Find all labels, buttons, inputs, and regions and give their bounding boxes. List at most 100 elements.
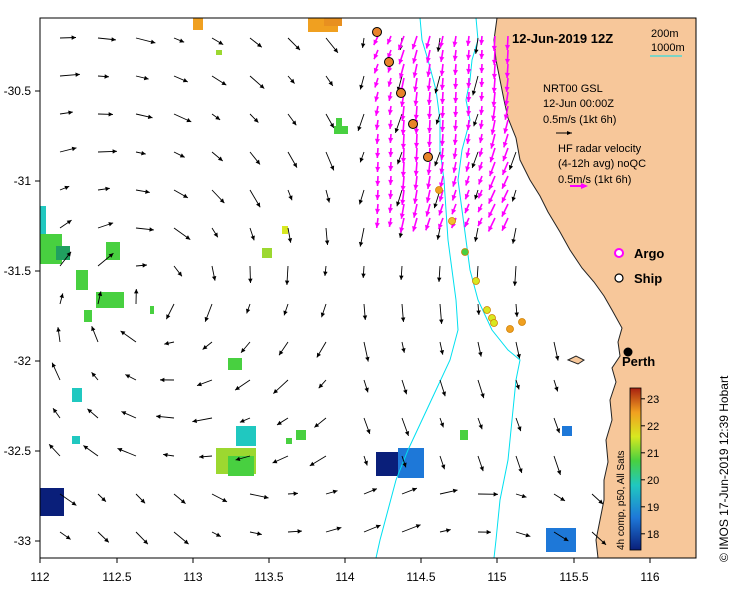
model-current-arrow-head [293, 491, 298, 496]
model-current-arrow-head [246, 308, 251, 314]
model-current-arrow-head [328, 81, 333, 86]
hf-radar-arrow-head [504, 58, 511, 64]
model-current-arrow-head [402, 462, 407, 468]
contour-1000m [375, 18, 459, 558]
argo-legend-label: Argo [634, 246, 664, 261]
hf-radar-arrow-head [387, 109, 393, 115]
model-current-arrow-head [361, 273, 366, 278]
sst-patch [40, 206, 46, 246]
x-tick-label: 112.5 [102, 570, 131, 584]
model-current-arrow-head [71, 501, 77, 506]
model-current-arrow-head [318, 383, 324, 389]
sst-patch [106, 242, 120, 260]
model-current-arrow-head [143, 539, 148, 545]
hf-radar-arrow-head [426, 169, 432, 175]
hf-radar-arrow-head [478, 192, 483, 199]
hf-radar-arrow-head [388, 165, 394, 171]
model-current-arrow-head [204, 316, 209, 322]
model-current-arrow-head [218, 40, 224, 45]
hf-radar-arrow-head [413, 114, 419, 120]
hf-radar-arrow-head [453, 83, 459, 89]
hf-radar-arrow-head [425, 57, 431, 63]
perth-label: Perth [622, 354, 655, 369]
model-current-arrow-head [324, 240, 330, 245]
model-current-arrow-head [516, 353, 521, 359]
hf-radar-arrow-head [479, 95, 485, 101]
model-current-arrow-head [120, 330, 126, 336]
model-current-arrow-head [156, 414, 161, 419]
hf-radar-arrow-head [440, 112, 446, 118]
model-current-arrow-head [436, 47, 441, 52]
hf-radar-arrow-head [400, 129, 406, 135]
hf-radar-arrow-head [426, 85, 432, 91]
hf-radar-arrow-head [373, 67, 379, 74]
hf-radar-arrow-head [439, 56, 445, 62]
hf-radar-arrow-head [399, 101, 405, 107]
model-current-arrow-head [314, 422, 320, 428]
model-current-arrow-head [277, 420, 282, 425]
model-current-arrow-head [108, 222, 114, 227]
ship-point [423, 152, 433, 162]
hf-radar-arrow-head [400, 143, 406, 149]
model-current-arrow-head [511, 238, 516, 244]
hf-radar-arrow-head [501, 211, 507, 217]
model-current-arrow-head [320, 312, 326, 318]
sst-patch [40, 488, 64, 516]
hf-radar-arrow-head [398, 44, 403, 51]
model-current-arrow-head [259, 83, 265, 89]
model-current-arrow-head [284, 280, 290, 285]
model-current-arrow-head [434, 88, 439, 94]
model-current-arrow-head [323, 271, 328, 276]
sst-patch [460, 430, 468, 440]
hf-radar-arrow-head [491, 59, 498, 65]
y-tick-label: -30.5 [4, 84, 32, 98]
drifter-point [461, 248, 469, 256]
model-current-arrow-head [333, 47, 338, 53]
hf-radar-arrow-head [465, 166, 471, 172]
colorbar-ticks: 18 19 20 21 22 23 [641, 394, 659, 541]
sst-patch [236, 426, 256, 446]
model-current-arrow-head [288, 195, 293, 201]
model-current-arrow-head [51, 362, 56, 368]
model-current-arrow-head [525, 533, 531, 538]
ship-point [384, 57, 394, 67]
model-current-arrow-head [180, 499, 186, 504]
colorbar-tick-label: 20 [647, 475, 659, 487]
hf-radar-arrow-head [374, 110, 380, 116]
colorbar-tick-label: 22 [647, 421, 659, 433]
model-current-arrow-head [412, 487, 417, 492]
model-current-arrow-head [398, 233, 404, 238]
hf-radar-arrow-head [388, 151, 394, 157]
model-current-arrow-head [192, 418, 198, 424]
model-current-arrow-head [283, 310, 288, 316]
model-current-arrow-head [217, 156, 223, 161]
hf-radar-arrow-head [501, 183, 507, 189]
model-current-arrow-head [59, 293, 64, 299]
model-current-arrow-head [91, 326, 96, 332]
hf-radar-arrow-head [375, 180, 381, 186]
hf-radar-arrow-head [375, 194, 381, 200]
ship-legend-label: Ship [634, 271, 662, 286]
y-tick-label: -32.5 [4, 444, 32, 458]
hf-radar-arrow-head [491, 115, 497, 121]
model-current-arrow-head [372, 488, 377, 493]
model-current-arrow-head [357, 126, 362, 132]
model-current-arrow-head [332, 489, 338, 495]
model-current-arrow-head [363, 460, 368, 466]
hf-radar-arrow-head [400, 199, 406, 205]
hf-radar-arrow-head [439, 84, 445, 90]
x-tick-label: 114.5 [406, 570, 435, 584]
model-current-arrow-head [66, 251, 72, 257]
model-current-arrow-head [211, 275, 217, 281]
drifter-point [518, 318, 526, 326]
hf-radar-arrow-head [412, 212, 418, 218]
sst-patch [546, 528, 576, 552]
hf-radar-arrow-head [412, 58, 418, 64]
drifter-point [472, 277, 480, 285]
hf-radar-arrow-head [439, 168, 445, 174]
hf-radar-arrow-head [411, 43, 417, 50]
y-axis: -30.5 -31 -31.5 -32 -32.5 -33 [4, 84, 40, 548]
model-current-arrow-head [250, 235, 255, 241]
model-current-arrow-head [330, 165, 335, 171]
model-current-arrow-head [166, 314, 171, 320]
